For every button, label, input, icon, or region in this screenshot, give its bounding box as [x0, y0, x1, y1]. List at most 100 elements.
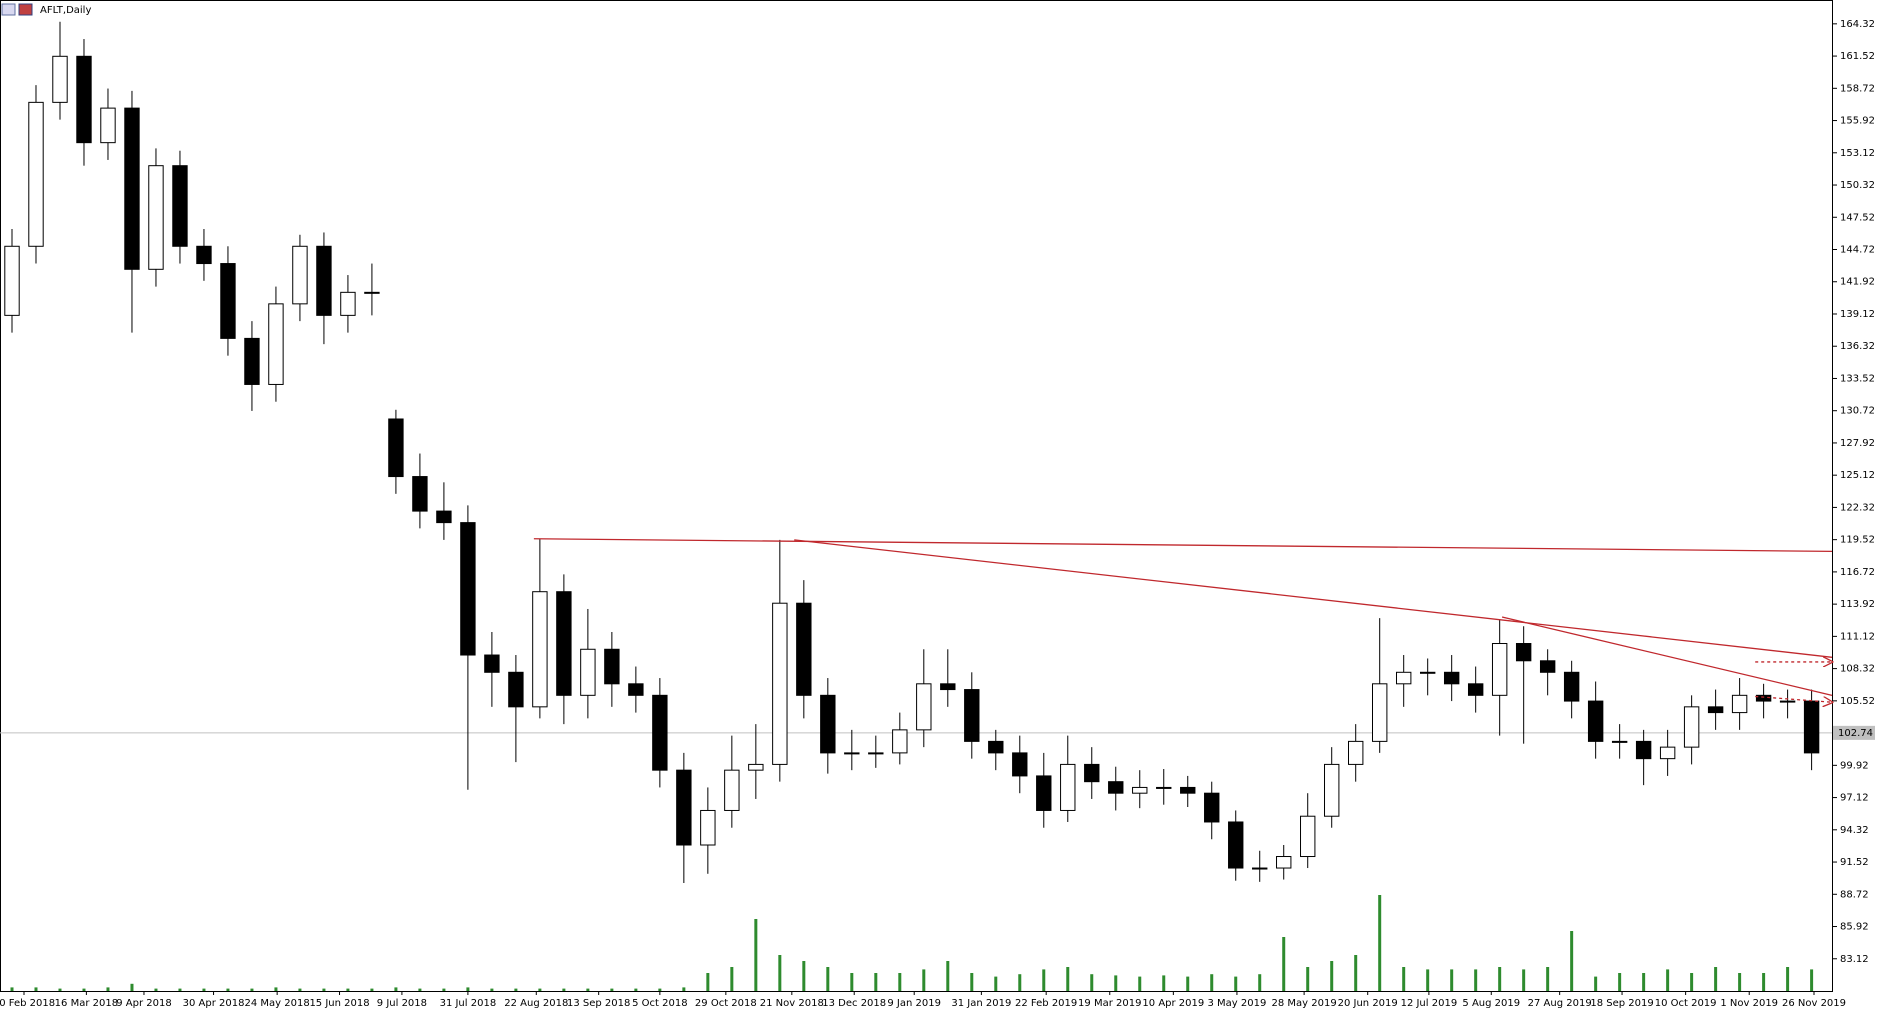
candle-body — [1707, 706, 1724, 714]
volume-bar — [1258, 974, 1262, 991]
x-tick-label: 22 Feb 2019 — [1015, 998, 1077, 1009]
x-tick-label: 13 Sep 2018 — [567, 998, 630, 1009]
candle-body — [292, 245, 308, 305]
volume-bar — [106, 987, 110, 991]
volume-bar — [490, 988, 494, 991]
candle-body — [676, 769, 692, 846]
candle-body — [1803, 700, 1820, 754]
x-tick-label: 24 May 2018 — [245, 998, 310, 1009]
y-tick-label: 144.72 — [1840, 245, 1875, 256]
volume-bar — [1810, 969, 1814, 991]
candle-body — [1036, 775, 1052, 811]
candle-body — [1132, 786, 1148, 794]
candle-body — [1276, 856, 1292, 869]
x-tick-label: 9 Jul 2018 — [377, 998, 427, 1009]
x-tick-label: 20 Feb 2018 — [0, 998, 55, 1009]
candle-body — [1755, 694, 1772, 702]
volume-bar — [970, 973, 974, 991]
volume-bar — [370, 988, 374, 991]
candle-body — [1156, 786, 1172, 789]
current-price-label: 102.74 — [1838, 728, 1873, 739]
volume-bar — [1450, 969, 1454, 991]
volume-bar — [1090, 974, 1094, 991]
candle-body — [1348, 740, 1364, 765]
candle-body — [220, 263, 236, 339]
volume-bar — [1570, 931, 1574, 991]
y-tick-label: 97.12 — [1840, 793, 1869, 804]
volume-bar — [1234, 976, 1238, 991]
x-tick-label: 31 Jan 2019 — [951, 998, 1011, 1009]
volume-bar — [1762, 973, 1766, 991]
icon — [18, 3, 33, 16]
x-tick-label: 13 Dec 2018 — [822, 998, 886, 1009]
x-tick-label: 3 May 2019 — [1208, 998, 1267, 1009]
candle-body — [1180, 786, 1196, 794]
volume-bar — [322, 988, 326, 991]
chart-title: AFLT,Daily — [40, 5, 91, 16]
candle-body — [964, 689, 980, 742]
candle-body — [388, 418, 404, 478]
candle-body — [1731, 694, 1748, 714]
candle-body — [1060, 763, 1076, 811]
volume-bar — [1066, 967, 1070, 991]
y-tick-label: 141.92 — [1840, 277, 1875, 288]
y-tick-label: 88.72 — [1840, 889, 1869, 900]
candle-body — [628, 683, 644, 696]
candle-body — [892, 729, 908, 754]
y-tick-label: 99.92 — [1840, 760, 1869, 771]
volume-bar — [250, 988, 254, 991]
candle-body — [100, 107, 116, 144]
y-tick-label: 158.72 — [1840, 83, 1875, 94]
volume-bar — [58, 988, 62, 991]
candle-body — [148, 165, 164, 270]
volume-bar — [586, 988, 590, 991]
candle-body — [844, 752, 860, 755]
candle-body — [1611, 740, 1628, 743]
x-tick-label: 5 Oct 2018 — [632, 998, 687, 1009]
volume-bar — [1042, 969, 1046, 991]
candle-body — [244, 337, 260, 385]
x-tick-label: 27 Aug 2019 — [1528, 998, 1592, 1009]
y-tick-label: 111.12 — [1840, 631, 1875, 642]
volume-bar — [1618, 973, 1622, 991]
volume-bar — [466, 987, 470, 991]
volume-bar — [82, 988, 86, 991]
candle-body — [1419, 671, 1436, 674]
candle-body — [172, 165, 188, 247]
volume-bar — [514, 988, 518, 991]
volume-bar — [1378, 895, 1382, 991]
volume-bar — [1402, 967, 1406, 991]
candle-body — [1683, 706, 1700, 748]
candle-body — [1779, 700, 1796, 703]
x-tick-label: 21 Nov 2018 — [760, 998, 824, 1009]
volume-bar — [610, 988, 614, 991]
candle-body — [556, 591, 572, 696]
current-price-box — [1833, 725, 1875, 740]
volume-bar — [562, 988, 566, 991]
volume-bar — [1546, 967, 1550, 991]
x-tick-label: 26 Nov 2019 — [1782, 998, 1846, 1009]
volume-bar — [298, 988, 302, 991]
y-tick-label: 83.12 — [1840, 954, 1869, 965]
volume-bar — [1306, 967, 1310, 991]
candle-body — [1467, 683, 1484, 696]
candle-body — [1324, 763, 1340, 817]
volume-bar — [658, 988, 662, 991]
volume-bar — [418, 988, 422, 991]
y-tick-label: 150.32 — [1840, 180, 1875, 191]
candle-body — [1204, 792, 1220, 823]
volume-bar — [154, 988, 158, 991]
candle-body — [1635, 740, 1652, 760]
volume-bar — [178, 988, 182, 991]
volume-bar — [1018, 974, 1022, 991]
candle-body — [1659, 746, 1676, 760]
y-tick-label: 136.32 — [1840, 341, 1875, 352]
y-tick-label: 164.32 — [1840, 19, 1875, 30]
volume-bar — [346, 988, 350, 991]
x-tick-label: 10 Oct 2019 — [1655, 998, 1717, 1009]
x-tick-label: 10 Apr 2019 — [1142, 998, 1204, 1009]
candle-body — [796, 602, 812, 696]
volume-bar — [682, 987, 686, 991]
candle-body — [604, 648, 620, 685]
